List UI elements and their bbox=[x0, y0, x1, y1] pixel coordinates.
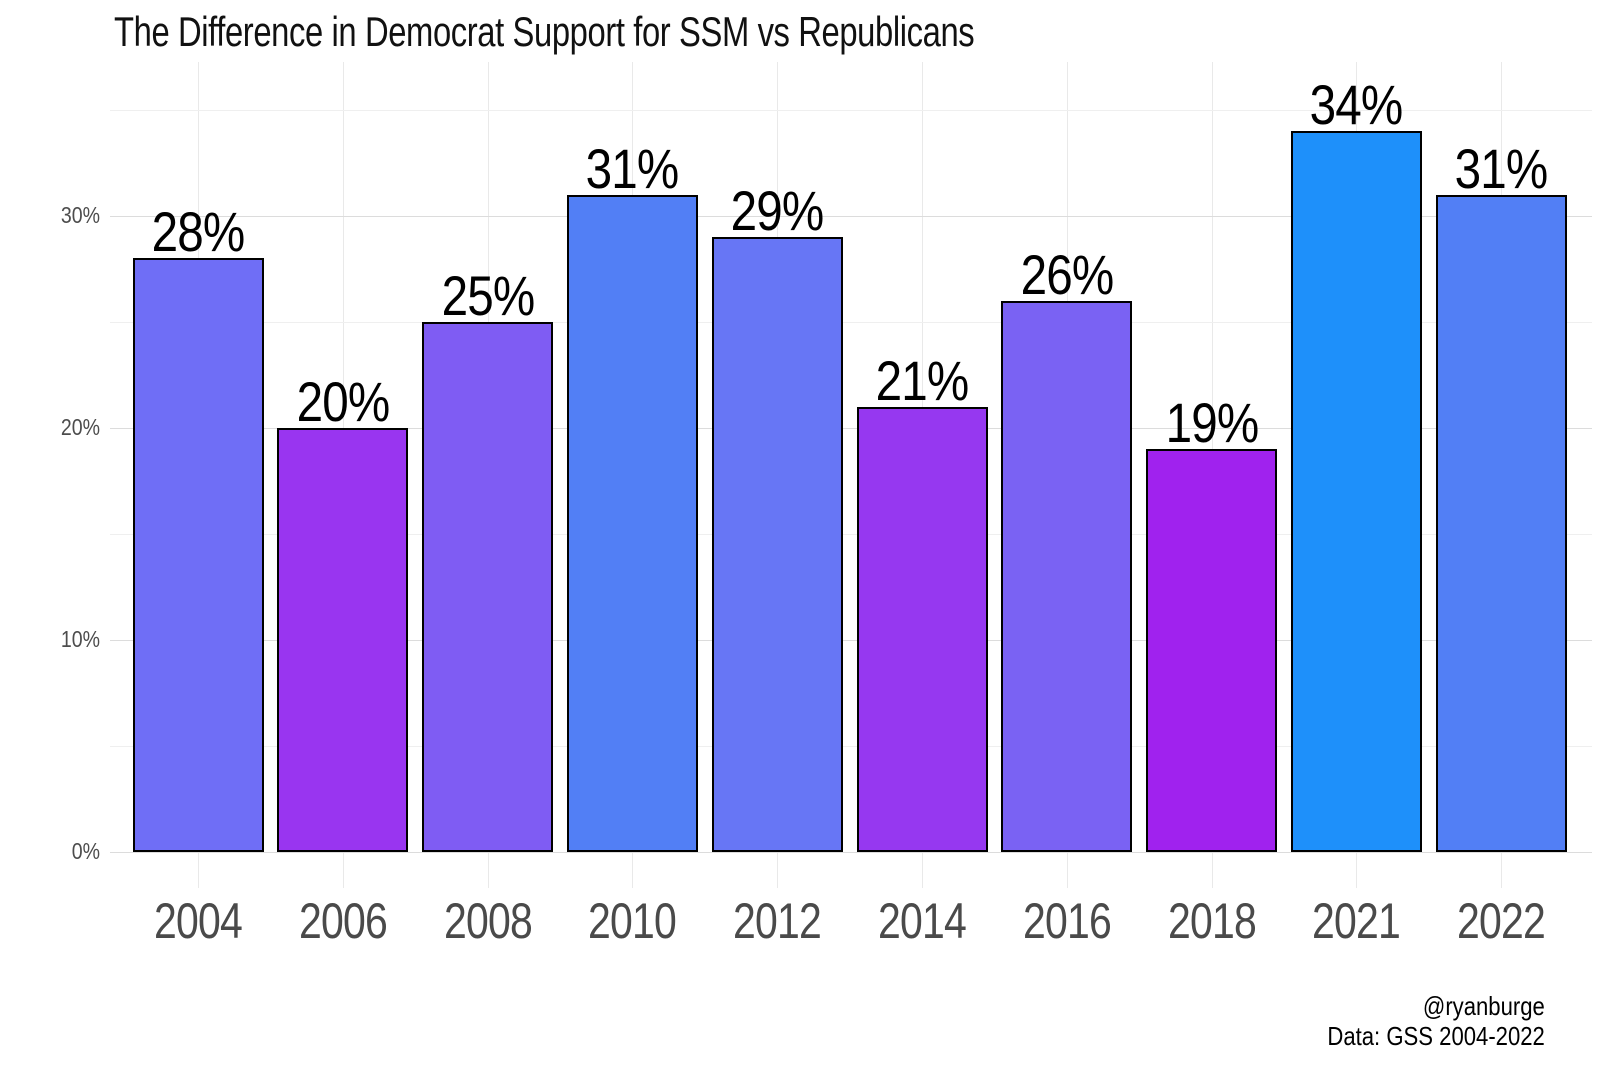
bar bbox=[1290, 131, 1422, 852]
bar bbox=[277, 428, 409, 852]
caption-handle: @ryanburge bbox=[1423, 990, 1545, 1021]
bar-value-label: 25% bbox=[441, 264, 535, 327]
y-axis-tick-label: 0% bbox=[71, 838, 100, 864]
x-axis-tick-label: 2012 bbox=[733, 893, 822, 949]
y-axis-tick-label: 10% bbox=[60, 626, 100, 652]
x-axis-tick-label: 2022 bbox=[1457, 893, 1546, 949]
bar-value-label: 28% bbox=[151, 200, 246, 264]
gridline-horizontal-minor bbox=[110, 110, 1592, 111]
bar bbox=[132, 258, 264, 852]
bar-value-label: 26% bbox=[1020, 242, 1114, 306]
bar bbox=[711, 237, 843, 852]
bar bbox=[856, 406, 988, 852]
x-axis-tick-label: 2006 bbox=[298, 893, 388, 949]
chart-caption: @ryanburge Data: GSS 2004-2022 bbox=[1328, 991, 1545, 1052]
x-axis-tick-label: 2014 bbox=[878, 893, 967, 949]
gridline-horizontal-minor bbox=[110, 322, 1592, 323]
x-axis-tick-label: 2018 bbox=[1167, 893, 1257, 949]
caption-source: Data: GSS 2004-2022 bbox=[1327, 1021, 1545, 1052]
x-axis-tick-label: 2010 bbox=[588, 893, 677, 949]
bar-value-label: 21% bbox=[875, 348, 970, 412]
x-axis-tick-label: 2021 bbox=[1312, 893, 1401, 949]
bar bbox=[422, 322, 554, 852]
bar-value-label: 20% bbox=[296, 370, 390, 433]
gridline-horizontal-major bbox=[110, 216, 1592, 217]
bar bbox=[1435, 194, 1567, 852]
x-axis-tick-label: 2016 bbox=[1022, 893, 1112, 949]
bar bbox=[1146, 449, 1278, 852]
bar-value-label: 31% bbox=[1454, 136, 1549, 200]
x-axis-tick-label: 2008 bbox=[443, 893, 533, 949]
bar-value-label: 31% bbox=[586, 136, 680, 200]
chart-title: The Difference in Democrat Support for S… bbox=[114, 8, 975, 55]
gridline-horizontal-minor bbox=[110, 534, 1592, 535]
gridline-horizontal-major bbox=[110, 852, 1592, 853]
gridline-horizontal-major bbox=[110, 640, 1592, 641]
gridline-horizontal-minor bbox=[110, 746, 1592, 747]
y-axis-tick-label: 30% bbox=[60, 202, 100, 228]
bar-value-label: 19% bbox=[1165, 391, 1259, 455]
bar-value-label: 34% bbox=[1310, 73, 1404, 137]
bar bbox=[1001, 300, 1133, 852]
y-axis-tick-label: 20% bbox=[60, 414, 100, 440]
bar-value-label: 29% bbox=[730, 179, 825, 243]
gridline-horizontal-major bbox=[110, 428, 1592, 429]
bar bbox=[566, 194, 698, 852]
x-axis-tick-label: 2004 bbox=[154, 893, 243, 949]
